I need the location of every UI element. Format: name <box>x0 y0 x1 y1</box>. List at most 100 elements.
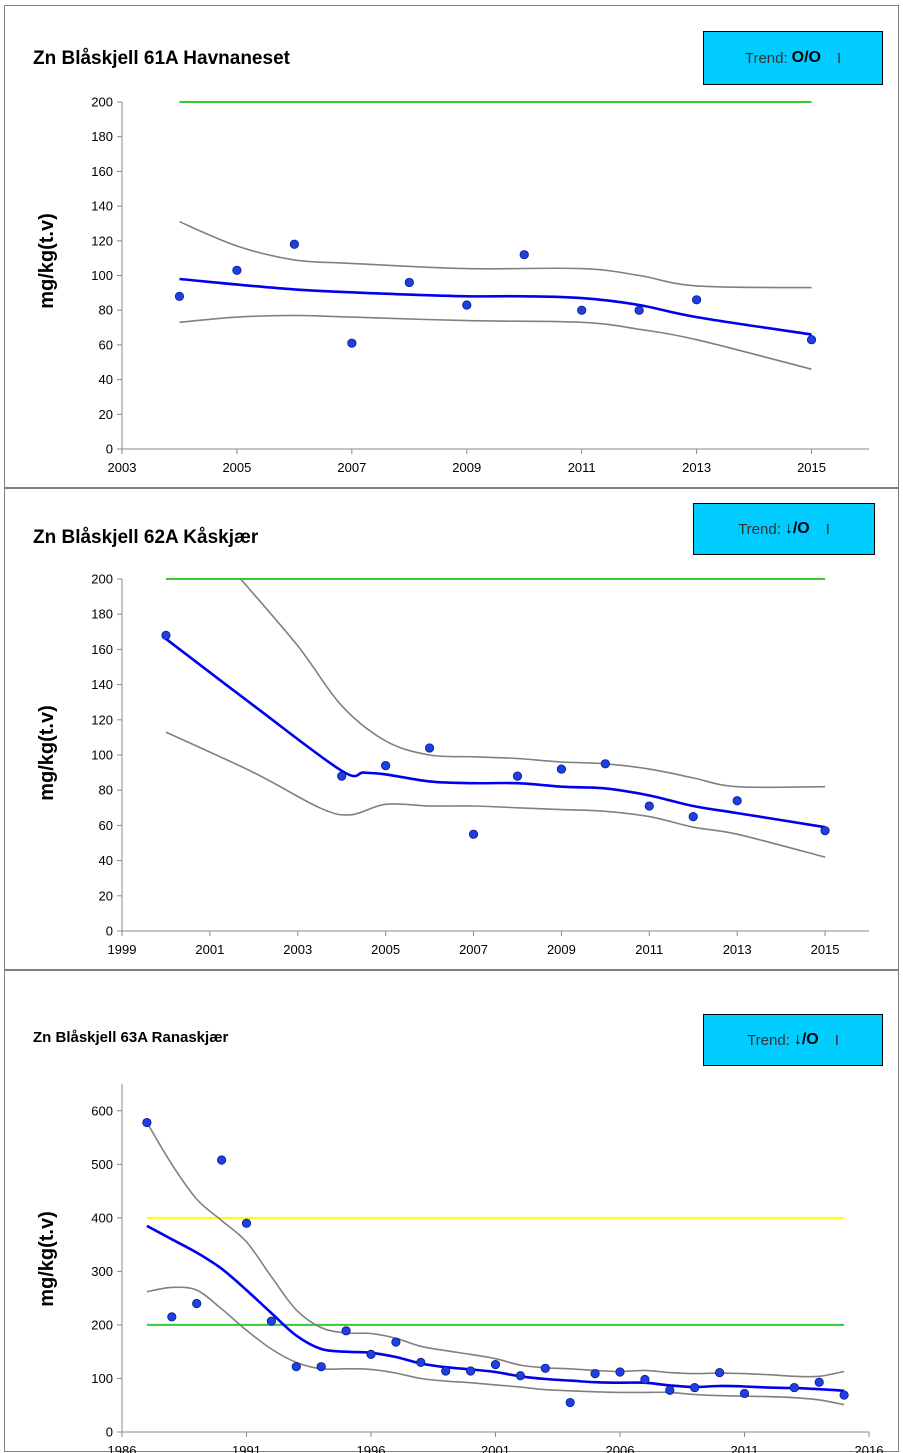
trend-badge: Trend: ↓/O I <box>693 503 875 555</box>
data-point <box>441 1366 451 1376</box>
chart-panel-62a: Zn Blåskjell 62A Kåskjær Trend: ↓/O I 0 2… <box>4 488 899 970</box>
y-tick-label: 200 <box>91 572 113 587</box>
y-tick-label: 80 <box>99 303 113 318</box>
x-tick-label: 2013 <box>723 942 752 957</box>
x-tick-label: 2007 <box>337 460 366 475</box>
y-tick-label: 40 <box>99 372 113 387</box>
data-point <box>789 1382 799 1393</box>
x-tick-label: 2001 <box>481 1443 510 1453</box>
x-tick-label: 2005 <box>371 942 400 957</box>
data-point <box>714 1367 725 1378</box>
y-tick-label: 180 <box>91 607 113 622</box>
x-tick-label: 2011 <box>635 942 663 957</box>
trend-line <box>146 1224 845 1393</box>
x-tick-label: 1996 <box>357 1443 386 1453</box>
y-tick-label: 0 <box>106 1425 113 1440</box>
data-point <box>732 796 742 806</box>
x-tick-label: 2003 <box>283 942 312 957</box>
y-tick-label: 160 <box>91 164 113 179</box>
trend-label: Trend: <box>738 520 781 538</box>
data-point <box>640 1374 650 1385</box>
trend-badge: Trend: ↓/O I <box>703 1014 883 1066</box>
data-point <box>665 1385 675 1395</box>
data-point <box>416 1357 426 1367</box>
x-tick-label: 1991 <box>232 1443 261 1453</box>
data-point <box>515 1371 526 1381</box>
data-point <box>341 1326 351 1336</box>
y-tick-label: 0 <box>106 924 113 939</box>
y-tick-label: 160 <box>91 642 113 657</box>
data-point <box>174 291 185 301</box>
chart-panel-63a: Zn Blåskjell 63A Ranaskjær Trend: ↓/O I … <box>4 970 899 1453</box>
chart-svg: 0 20 40 60 80 100 120 140 160 180 200 2003 2005 2007 2… <box>36 95 869 475</box>
y-tick-label: 20 <box>99 407 113 422</box>
data-point <box>540 1363 550 1373</box>
y-tick-label: 200 <box>91 95 113 110</box>
y-tick-label: 40 <box>99 853 113 868</box>
x-tick-label: 2015 <box>811 942 840 957</box>
x-tick-label: 2015 <box>797 460 826 475</box>
x-tick-label: 2011 <box>568 460 596 475</box>
data-point <box>512 771 523 781</box>
data-point <box>232 265 242 275</box>
x-tick-label: 2005 <box>222 460 251 475</box>
data-point <box>424 743 435 753</box>
y-tick-label: 100 <box>91 748 113 763</box>
trend-class: I <box>834 1031 839 1049</box>
data-point <box>192 1298 202 1309</box>
y-axis-label: mg/kg(t.v) <box>36 1211 58 1307</box>
data-point <box>692 295 702 305</box>
chart-title: Zn Blåskjell 61A Havnaneset <box>33 48 290 69</box>
data-point <box>161 630 171 640</box>
data-point <box>366 1349 376 1359</box>
y-tick-label: 120 <box>91 712 113 727</box>
chart-title: Zn Blåskjell 63A Ranaskjær <box>33 1029 229 1046</box>
lower-confidence-band <box>179 314 812 370</box>
x-tick-label: 2001 <box>195 942 224 957</box>
chart-svg: 0 100 200 300 400 500 600 1986 1991 1996 2001 2006 2… <box>36 1084 883 1453</box>
data-point <box>806 335 817 345</box>
trend-badge: Trend: O/O I <box>703 31 883 85</box>
data-point <box>565 1397 575 1408</box>
data-point <box>291 1362 301 1372</box>
data-point <box>688 811 698 822</box>
y-tick-label: 120 <box>91 233 113 248</box>
data-point <box>289 239 299 249</box>
data-point <box>167 1312 177 1322</box>
data-point <box>337 771 347 781</box>
trend-label: Trend: <box>747 1031 790 1049</box>
data-point <box>739 1388 750 1399</box>
x-tick-label: 1986 <box>108 1443 137 1453</box>
data-point <box>462 300 472 310</box>
y-axis-label: mg/kg(t.v) <box>36 213 58 309</box>
data-point <box>468 829 479 839</box>
lower-confidence-band <box>165 731 826 858</box>
data-point <box>634 305 644 315</box>
data-point <box>381 760 391 771</box>
y-tick-label: 80 <box>99 783 113 798</box>
data-point <box>142 1117 152 1128</box>
data-point <box>217 1155 227 1165</box>
x-tick-label: 2011 <box>731 1443 759 1453</box>
y-tick-label: 500 <box>91 1157 113 1172</box>
data-point <box>490 1359 501 1370</box>
upper-confidence-band <box>239 578 826 789</box>
x-tick-label: 2006 <box>606 1443 635 1453</box>
data-point <box>814 1377 824 1387</box>
y-tick-label: 200 <box>91 1317 113 1332</box>
trend-label: Trend: <box>744 49 788 67</box>
data-point <box>347 338 357 348</box>
y-tick-label: 140 <box>91 199 113 214</box>
data-point <box>644 801 654 811</box>
data-point <box>241 1218 252 1228</box>
x-tick-label: 1999 <box>108 942 137 957</box>
x-tick-label: 2003 <box>108 460 137 475</box>
data-point <box>577 305 587 315</box>
y-tick-label: 300 <box>91 1264 113 1279</box>
x-tick-label: 2009 <box>547 942 576 957</box>
data-point <box>465 1366 476 1376</box>
data-point <box>519 250 529 260</box>
trend-line <box>165 637 826 829</box>
y-tick-label: 140 <box>91 677 113 692</box>
data-point <box>690 1382 700 1393</box>
